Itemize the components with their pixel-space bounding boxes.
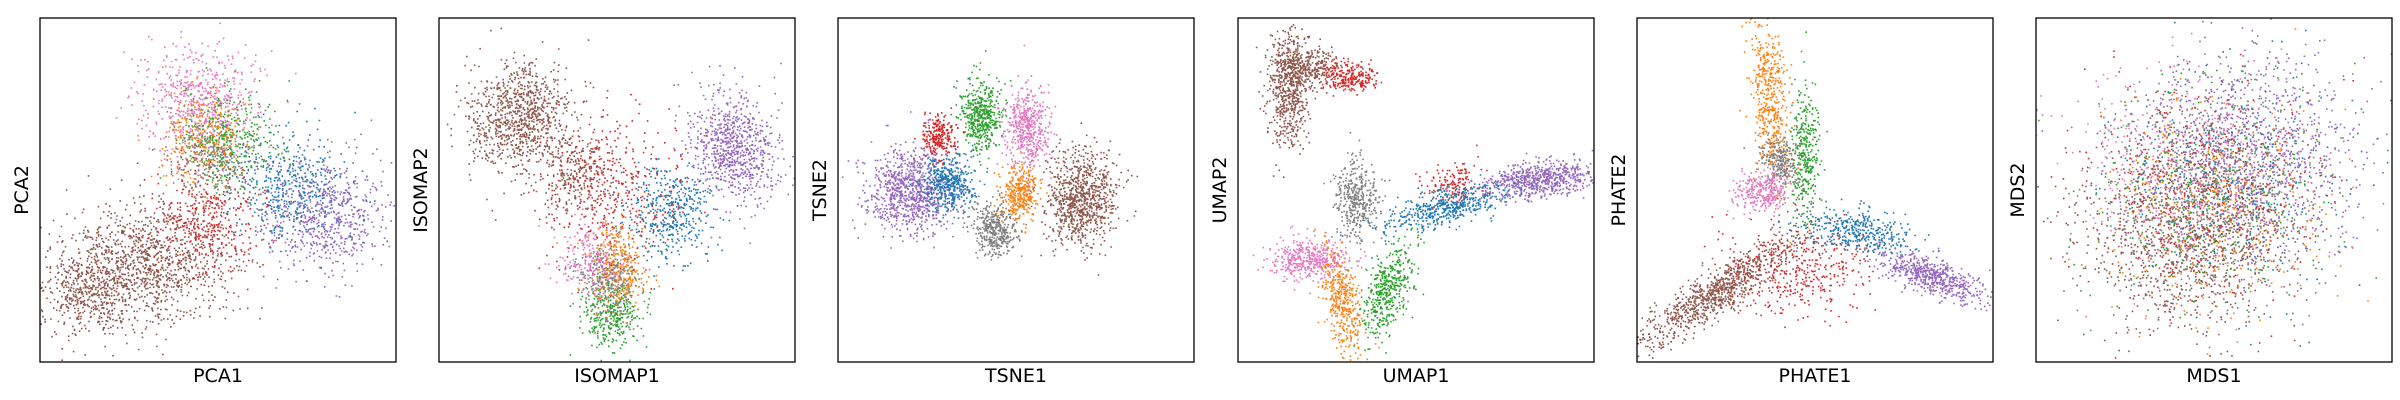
scatter-points xyxy=(1252,18,1594,362)
point-series-1 xyxy=(1255,18,1364,178)
y-axis-label: PCA2 xyxy=(11,165,33,215)
axes-frame xyxy=(1237,17,1595,363)
point-series-6 xyxy=(962,190,1028,261)
point-series-2 xyxy=(2037,51,2341,357)
scatter-panel-umap1: UMAP1 UMAP2 xyxy=(1209,17,1595,387)
point-series-5 xyxy=(2036,32,2331,343)
point-series-3 xyxy=(245,119,396,298)
scatter-points xyxy=(40,22,396,361)
point-series-1 xyxy=(841,111,969,249)
point-series-2 xyxy=(673,62,795,245)
y-axis-label: PHATE2 xyxy=(1608,154,1630,227)
point-series-2 xyxy=(1306,57,1490,210)
y-axis-label: ISOMAP2 xyxy=(410,147,432,233)
point-series-5 xyxy=(151,67,301,199)
y-axis-label: TSNE2 xyxy=(809,159,831,222)
scatter-panel-pca1: PCA1 PCA2 xyxy=(11,17,397,387)
x-axis-label: UMAP1 xyxy=(1383,365,1450,387)
axes-frame xyxy=(837,17,1195,363)
axes-frame xyxy=(438,17,796,363)
point-series-5 xyxy=(1252,225,1367,295)
point-series-8 xyxy=(1313,228,1380,362)
point-series-7 xyxy=(1777,198,1940,265)
point-series-8 xyxy=(913,107,965,166)
point-series-1 xyxy=(446,27,634,230)
point-series-3 xyxy=(1739,18,1799,244)
point-series-2 xyxy=(1700,197,1876,329)
point-series-5 xyxy=(909,138,989,228)
point-series-1 xyxy=(2041,18,2388,326)
scatter-panel-tsne1: TSNE1 TSNE2 xyxy=(809,17,1195,387)
scatter-points xyxy=(841,44,1139,276)
y-axis-label: UMAP2 xyxy=(1209,157,1231,224)
point-series-3 xyxy=(1457,149,1594,206)
scatter-points xyxy=(446,27,795,362)
x-axis-label: TSNE1 xyxy=(984,365,1047,387)
scatter-panel-phate1: PHATE1 PHATE2 xyxy=(1608,17,1994,387)
axes-frame xyxy=(39,17,397,363)
point-series-4 xyxy=(1341,170,1553,245)
axes-frame xyxy=(2035,17,2393,363)
point-series-4 xyxy=(2082,21,2392,347)
scatter-points xyxy=(1637,18,1993,359)
point-series-6 xyxy=(1726,160,1804,220)
x-axis-label: PHATE1 xyxy=(1779,365,1852,387)
point-series-3 xyxy=(2036,62,2389,355)
scatter-panel-mds1: MDS1 MDS2 xyxy=(2007,17,2393,387)
point-series-6 xyxy=(1323,132,1391,271)
point-series-3 xyxy=(605,158,739,290)
x-axis-label: PCA1 xyxy=(193,365,243,387)
point-series-6 xyxy=(2043,50,2375,359)
point-series-7 xyxy=(1342,190,1436,354)
point-series-7 xyxy=(993,151,1048,234)
y-axis-label: MDS2 xyxy=(2007,162,2029,217)
axes-frame xyxy=(1636,17,1994,363)
point-series-4 xyxy=(569,255,652,362)
point-series-2 xyxy=(1028,122,1139,276)
point-series-4 xyxy=(1787,31,1828,244)
scatter-points xyxy=(2036,18,2392,359)
point-series-1 xyxy=(1637,215,1837,359)
point-series-4 xyxy=(220,107,389,269)
point-series-1 xyxy=(40,146,296,361)
point-series-6 xyxy=(129,149,273,291)
point-series-5 xyxy=(1743,132,1808,206)
scatter-panel-isomap1: ISOMAP1 ISOMAP2 xyxy=(410,17,796,387)
x-axis-label: MDS1 xyxy=(2186,365,2241,387)
point-series-8 xyxy=(1856,240,1993,312)
x-axis-label: ISOMAP1 xyxy=(574,365,660,387)
